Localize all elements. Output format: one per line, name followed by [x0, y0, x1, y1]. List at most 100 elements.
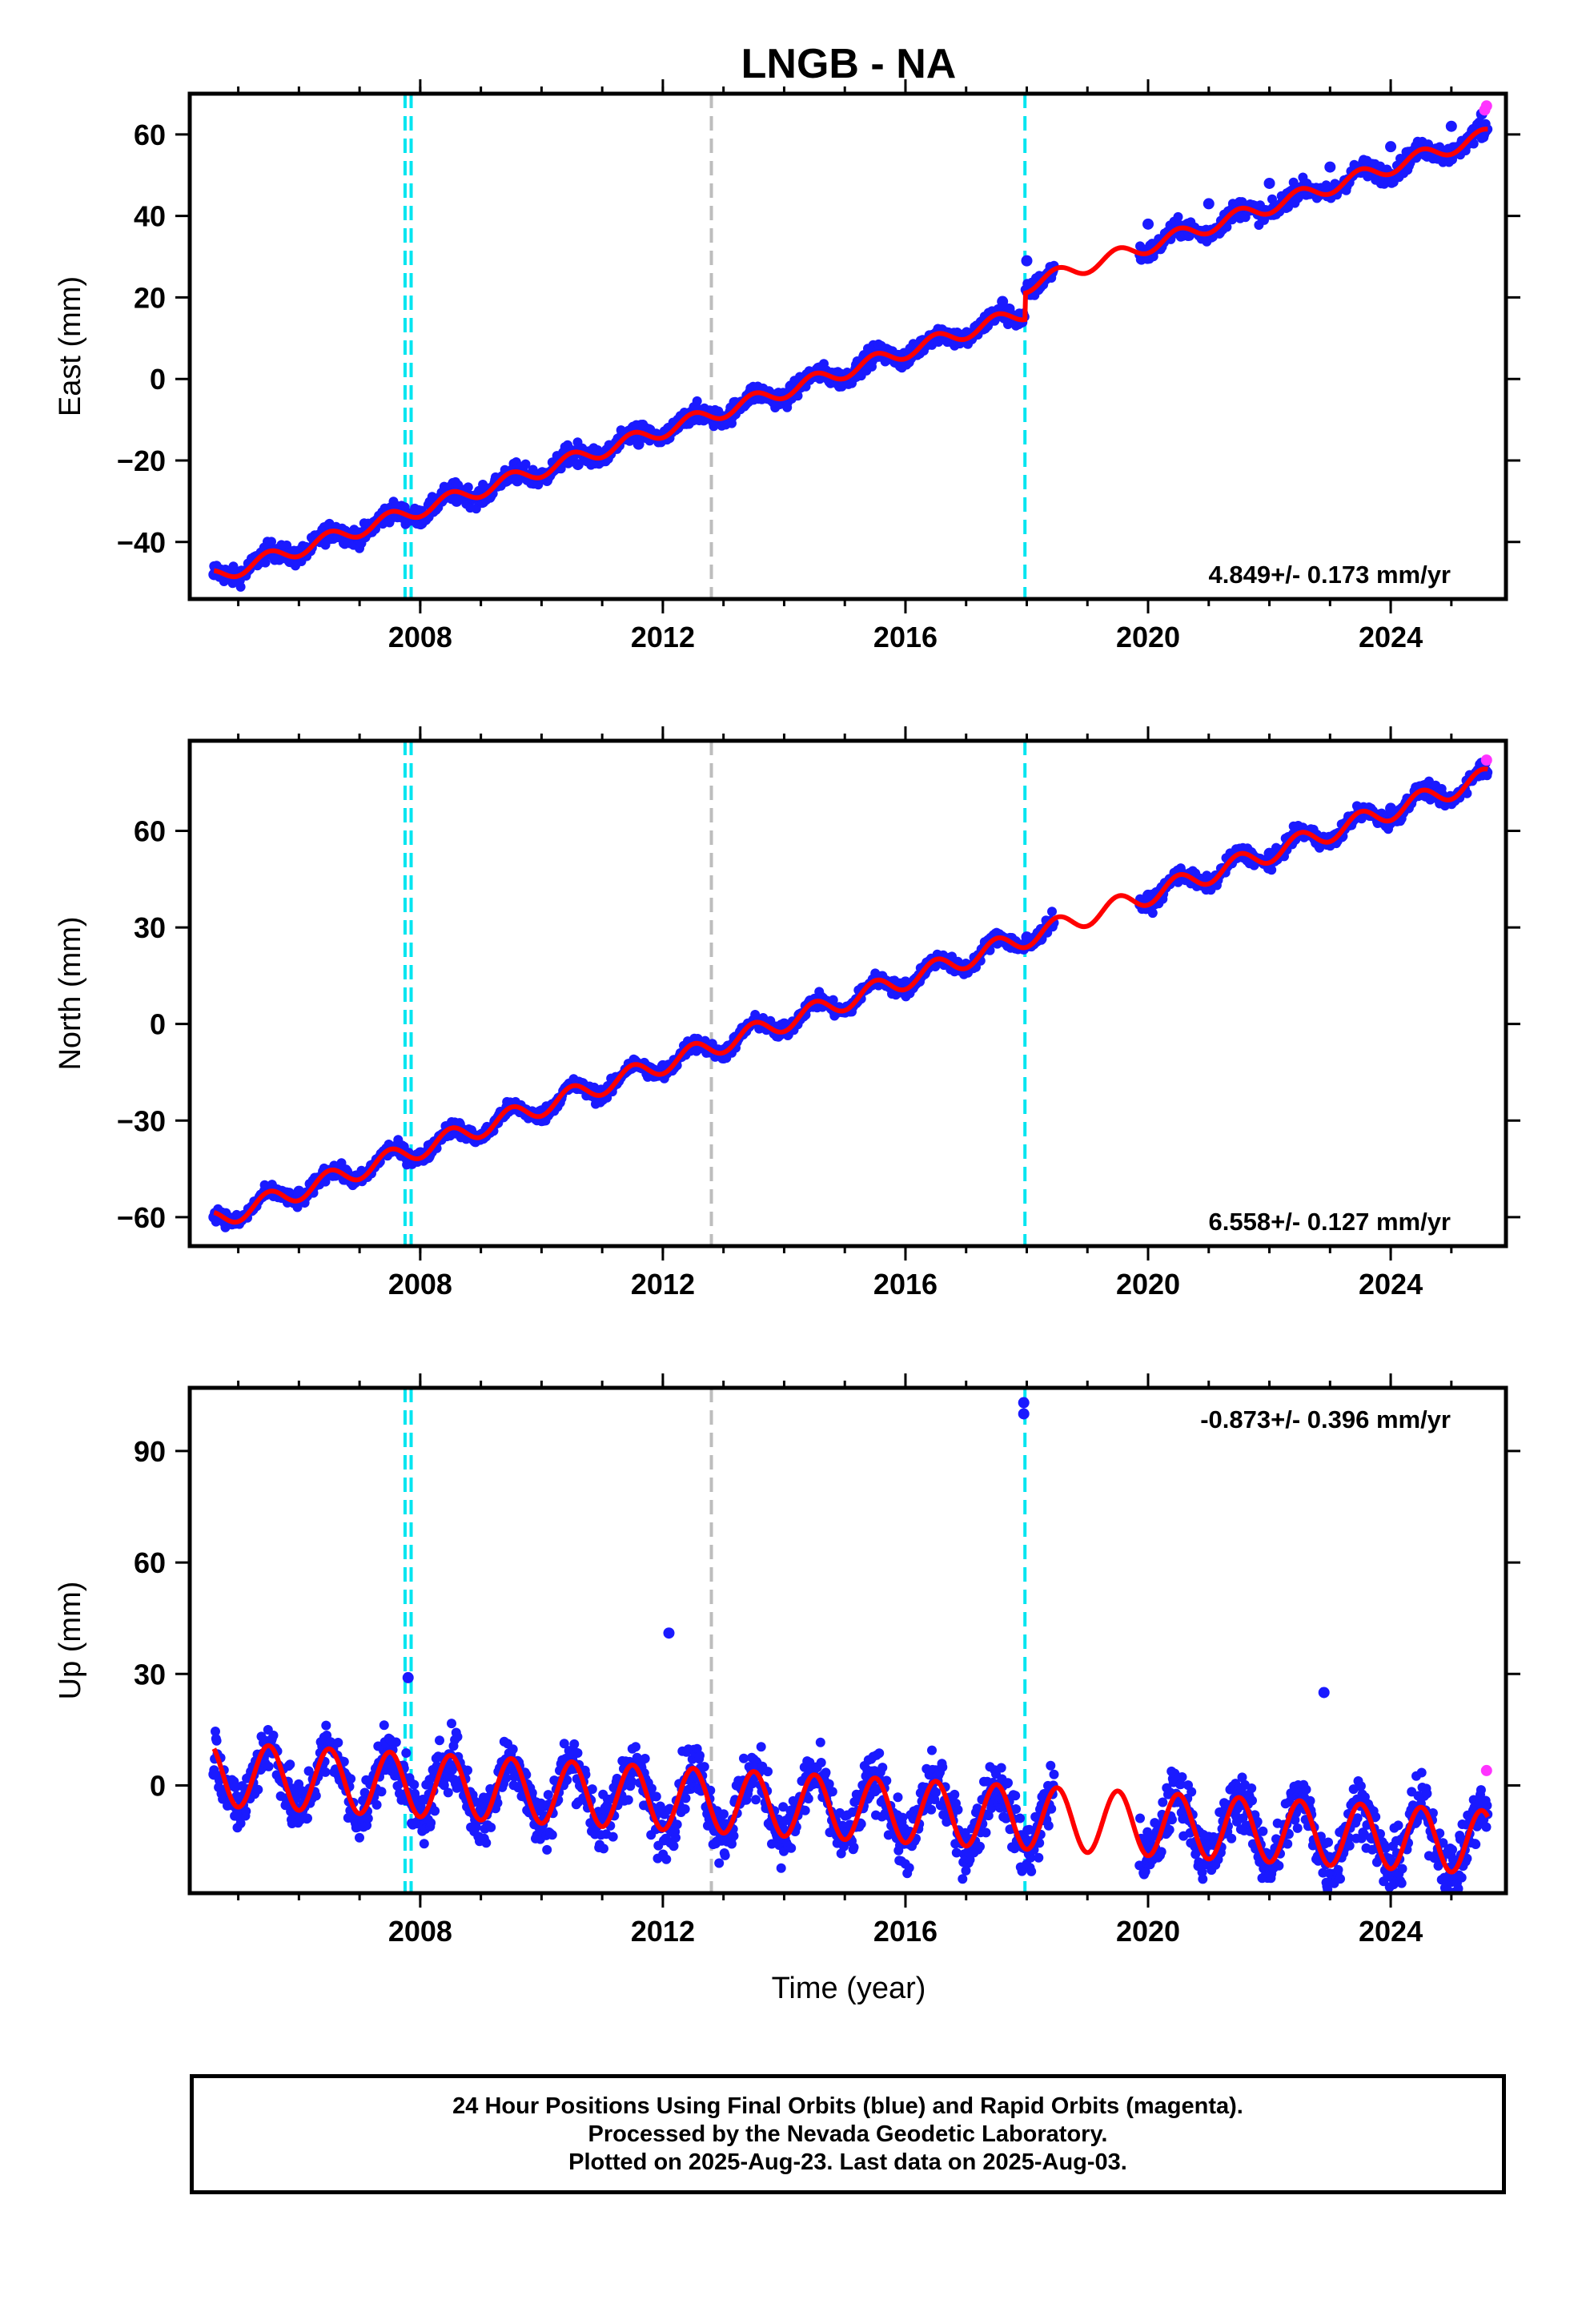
data-point — [346, 1774, 356, 1784]
panel-frame — [187, 91, 1508, 601]
data-point — [821, 1767, 831, 1778]
data-point — [443, 1787, 453, 1798]
data-point — [958, 1874, 968, 1884]
data-point — [391, 1737, 401, 1747]
x-tick-label: 2012 — [631, 621, 695, 653]
data-point — [1263, 177, 1275, 189]
y-axis-label: East (mm) — [54, 276, 87, 416]
data-point — [975, 1841, 985, 1852]
data-point — [1385, 802, 1397, 814]
data-point — [927, 1745, 937, 1755]
data-point — [268, 1731, 279, 1740]
data-point — [681, 1793, 691, 1803]
data-point — [714, 1858, 725, 1868]
data-point — [303, 1813, 312, 1823]
y-tick-label: 20 — [134, 281, 166, 314]
data-point — [874, 1748, 885, 1759]
data-point — [419, 1839, 429, 1849]
data-point — [904, 1863, 914, 1873]
data-point — [1445, 120, 1457, 132]
data-point — [1385, 141, 1397, 153]
data-point — [950, 1789, 960, 1799]
y-tick-label: −30 — [117, 1104, 166, 1137]
data-point — [786, 1843, 797, 1853]
data-point — [627, 1776, 636, 1787]
data-point — [803, 1794, 813, 1803]
data-point — [211, 1735, 222, 1746]
chart-title: LNGB - NA — [741, 41, 957, 87]
y-tick-label: 60 — [134, 119, 166, 151]
data-point — [572, 459, 584, 471]
data-point — [426, 1818, 436, 1828]
data-point — [661, 1854, 672, 1864]
panels: 2008 2012 2016 2020 2024 −40 −20 0 20 40 60 East (m… — [54, 79, 1520, 1948]
data-point — [1263, 847, 1275, 859]
data-point — [260, 557, 271, 568]
x-tick-label: 2008 — [388, 1268, 452, 1301]
data-point — [719, 1809, 729, 1819]
data-point — [631, 1742, 640, 1752]
data-point — [640, 1754, 650, 1763]
data-point — [1147, 908, 1158, 919]
y-tick-label: 40 — [134, 200, 166, 233]
data-point — [599, 1844, 608, 1854]
data-point — [1173, 211, 1183, 222]
data-point — [435, 1735, 444, 1746]
y-tick-label: −40 — [117, 526, 166, 559]
x-tick-label: 2024 — [1359, 621, 1423, 653]
data-point — [447, 1719, 456, 1729]
data-point — [669, 1841, 679, 1852]
data-point — [953, 1804, 963, 1815]
y-tick-label: 0 — [150, 1008, 166, 1041]
x-tick-label: 2020 — [1116, 621, 1180, 653]
data-point — [401, 1748, 412, 1758]
data-point — [321, 1720, 331, 1731]
data-point — [1468, 139, 1479, 149]
data-point — [371, 1799, 382, 1810]
data-point — [508, 1744, 518, 1755]
data-point — [547, 1830, 557, 1840]
data-point — [926, 1804, 937, 1815]
data-point — [451, 495, 463, 507]
data-point — [623, 1795, 633, 1805]
data-point — [828, 995, 838, 1005]
data-point — [938, 1762, 948, 1772]
data-point — [285, 1759, 295, 1770]
data-point — [815, 1737, 825, 1747]
x-tick-label: 2016 — [873, 621, 938, 653]
data-point — [430, 1806, 440, 1816]
data-points-up — [209, 1719, 1493, 1893]
x-tick-label: 2024 — [1359, 1268, 1423, 1301]
data-point — [379, 1720, 389, 1731]
data-point — [827, 1787, 837, 1797]
data-point — [235, 581, 246, 592]
data-point — [463, 482, 473, 493]
data-point — [542, 1844, 552, 1855]
data-point — [981, 1827, 991, 1838]
data-point — [463, 1765, 472, 1775]
plot-area — [208, 1388, 1493, 1893]
data-point — [651, 1791, 661, 1802]
data-point — [699, 1762, 709, 1772]
data-point — [333, 1738, 343, 1747]
data-point — [452, 1731, 463, 1742]
data-point — [776, 1863, 786, 1873]
data-point — [720, 1850, 730, 1860]
data-point — [1021, 255, 1033, 267]
data-point — [816, 1758, 826, 1767]
data-point — [931, 1787, 941, 1798]
data-point — [849, 1842, 859, 1852]
rapid-orbit-point — [1480, 754, 1492, 766]
y-tick-label: −20 — [117, 444, 166, 477]
data-point — [241, 1806, 251, 1816]
x-tick-label: 2012 — [631, 1268, 695, 1301]
rapid-orbit-point — [1480, 100, 1492, 112]
y-tick-label: 60 — [134, 815, 166, 848]
data-point — [1324, 161, 1336, 173]
data-point — [311, 1791, 321, 1801]
data-point — [1021, 931, 1033, 943]
data-point — [693, 414, 705, 426]
data-point — [997, 296, 1009, 308]
